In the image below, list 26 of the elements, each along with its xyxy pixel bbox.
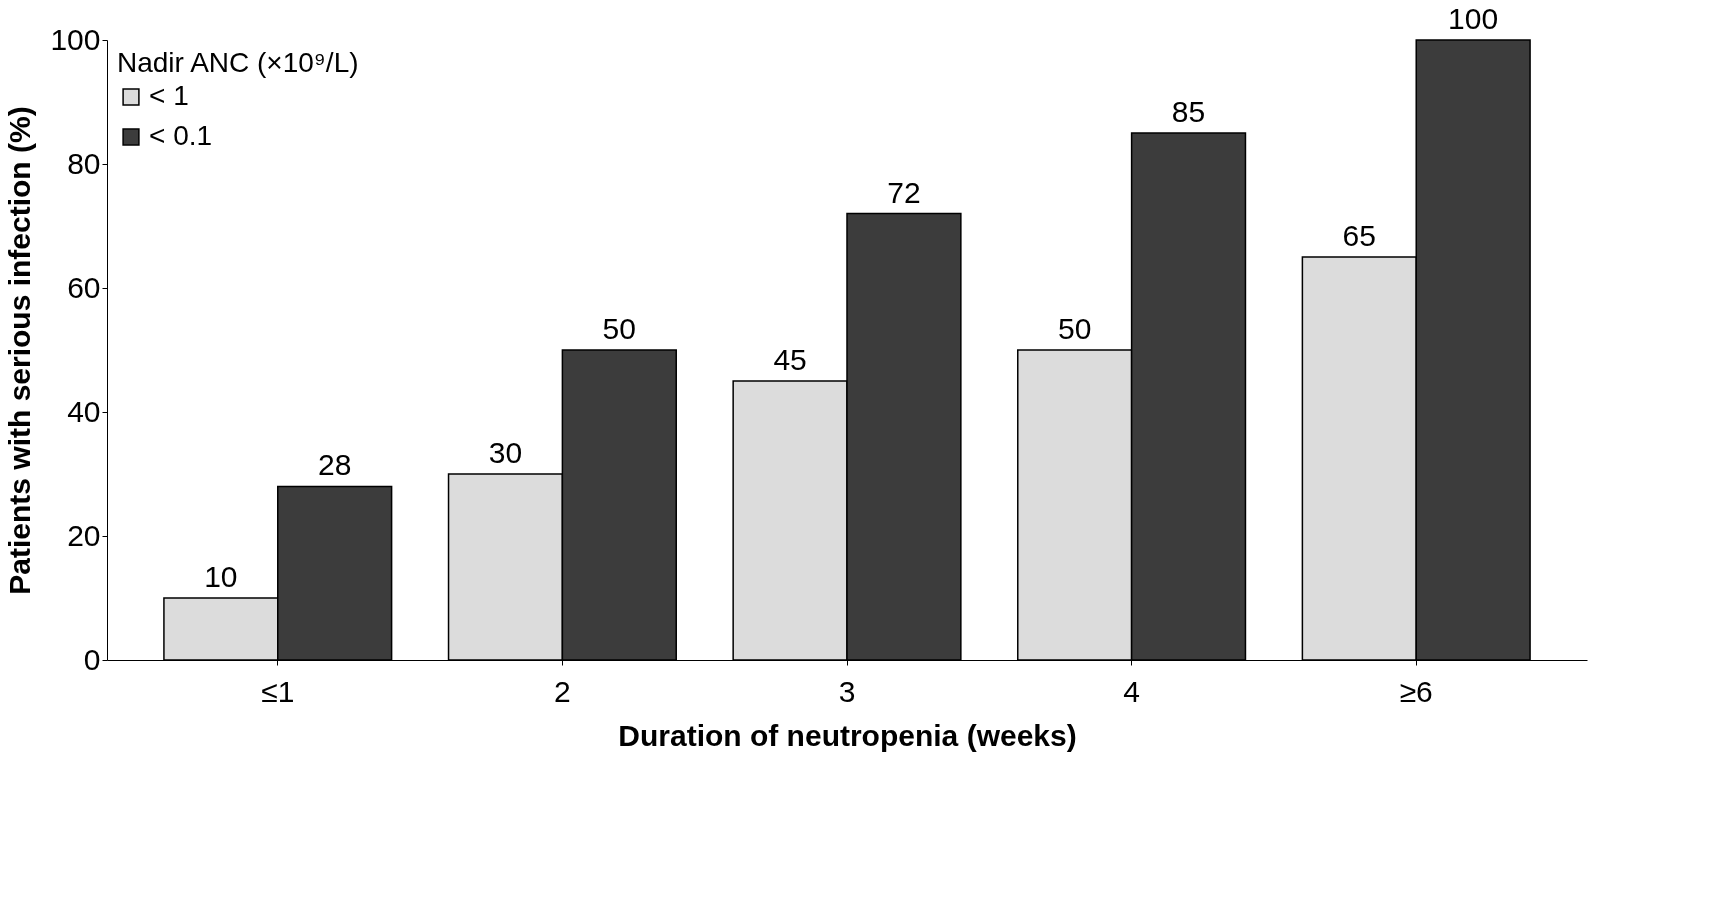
- data-label: 28: [318, 448, 352, 482]
- data-label: 65: [1342, 219, 1376, 252]
- x-tick-label: ≤1: [261, 674, 295, 708]
- y-tick-label: 100: [50, 22, 101, 56]
- y-tick-label: 20: [67, 518, 101, 552]
- data-label: 50: [602, 312, 636, 345]
- y-tick-label: 40: [67, 394, 101, 428]
- data-label: 45: [773, 343, 807, 376]
- x-tick-label: 2: [554, 674, 571, 708]
- legend-label: < 1: [149, 80, 189, 111]
- y-axis-title: Patients with serious infection (%): [3, 106, 37, 595]
- y-tick-label: 0: [83, 642, 101, 676]
- x-axis-title: Duration of neutropenia (weeks): [618, 718, 1077, 752]
- data-label: 50: [1058, 312, 1092, 345]
- x-tick-label: 4: [1123, 674, 1140, 708]
- x-tick-label: ≥6: [1399, 674, 1433, 708]
- x-tick-label: 3: [838, 674, 856, 708]
- legend-title: Nadir ANC (×10⁹/L): [117, 47, 359, 78]
- legend-label: < 0.1: [149, 120, 213, 151]
- y-tick-label: 60: [67, 270, 101, 304]
- y-tick-label: 80: [67, 146, 101, 180]
- data-label: 72: [887, 175, 921, 209]
- data-label: 100: [1448, 2, 1499, 35]
- data-label: 85: [1171, 95, 1206, 128]
- data-label: 10: [204, 560, 238, 593]
- data-label: 30: [488, 436, 523, 469]
